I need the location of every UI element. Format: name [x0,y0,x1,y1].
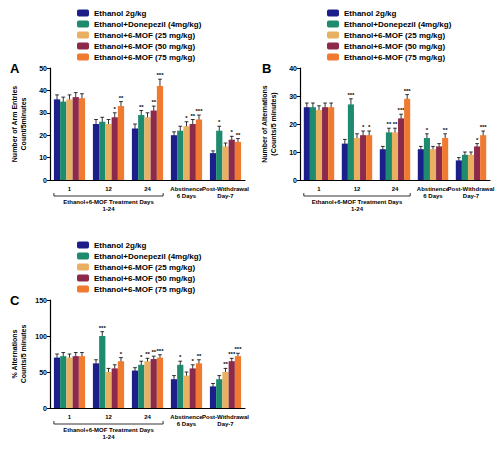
svg-text:Post-Withdrawal: Post-Withdrawal [202,186,249,192]
svg-text:1: 1 [68,414,72,420]
svg-text:***: *** [234,346,242,352]
svg-text:100: 100 [35,333,47,340]
svg-text:0: 0 [43,405,47,412]
svg-text:*: * [218,119,221,125]
svg-text:% Alternations: % Alternations [11,330,18,379]
svg-text:Number of Arm Entries: Number of Arm Entries [11,86,18,162]
svg-text:150: 150 [35,297,47,304]
svg-text:*: * [185,115,188,121]
svg-text:Post-Withdrawal: Post-Withdrawal [202,414,249,420]
svg-text:Ethanol+6-MOF Treatment Days: Ethanol+6-MOF Treatment Days [63,427,154,433]
svg-text:**: ** [443,127,448,133]
svg-text:12: 12 [105,186,112,192]
svg-text:*: * [140,354,143,360]
svg-text:12: 12 [105,414,112,420]
svg-text:***: *** [156,72,164,78]
svg-text:Ethanol+6-MOF (75 mg/kg): Ethanol+6-MOF (75 mg/kg) [94,53,195,62]
svg-text:***: *** [398,107,406,113]
svg-text:***: *** [156,348,164,354]
svg-text:24: 24 [144,186,151,192]
svg-text:*: * [368,124,371,130]
svg-text:Abstinence: Abstinence [417,186,450,192]
svg-text:Ethanol 2g/kg: Ethanol 2g/kg [94,9,147,18]
svg-text:Day-7: Day-7 [217,421,234,427]
svg-text:12: 12 [354,186,361,192]
svg-text:24: 24 [144,414,151,420]
svg-text:Ethanol+Donepezil (4mg/kg): Ethanol+Donepezil (4mg/kg) [94,252,202,261]
svg-text:0: 0 [293,177,297,184]
svg-text:**: ** [393,121,398,127]
svg-text:**: ** [223,361,228,367]
svg-text:Ethanol+6-MOF (75 mg/kg): Ethanol+6-MOF (75 mg/kg) [94,285,195,294]
svg-text:**: ** [387,121,392,127]
svg-text:Ethanol+6-MOF (25 mg/kg): Ethanol+6-MOF (25 mg/kg) [94,31,195,40]
svg-text:6 Days: 6 Days [177,421,197,427]
svg-text:6 Days: 6 Days [177,193,197,199]
svg-text:20: 20 [39,132,47,139]
svg-text:1: 1 [68,186,72,192]
svg-text:**: ** [236,132,241,138]
svg-text:B: B [262,61,271,76]
svg-text:Count/5minutes: Count/5minutes [20,97,27,150]
svg-text:24: 24 [392,186,399,192]
svg-text:30: 30 [289,93,297,100]
svg-text:**: ** [151,99,156,105]
svg-text:Post-Withdrawal: Post-Withdrawal [448,186,495,192]
svg-text:Ethanol+Donepezil (4mg/kg): Ethanol+Donepezil (4mg/kg) [94,20,202,29]
svg-text:1-24: 1-24 [102,206,115,212]
svg-text:6 Days: 6 Days [423,193,443,199]
svg-text:***: *** [404,88,412,94]
svg-text:*: * [476,137,479,143]
svg-text:A: A [10,61,20,76]
svg-text:1: 1 [317,186,321,192]
svg-text:C: C [10,293,20,308]
svg-text:10: 10 [289,149,297,156]
svg-text:10: 10 [39,154,47,161]
svg-text:20: 20 [289,121,297,128]
svg-text:*: * [362,124,365,130]
svg-text:1-24: 1-24 [102,434,115,440]
svg-text:Number of Alternations: Number of Alternations [261,85,268,163]
svg-text:Ethanol+6-MOF (75 mg/kg): Ethanol+6-MOF (75 mg/kg) [344,53,445,62]
svg-text:Ethanol+6-MOF Treatment Days: Ethanol+6-MOF Treatment Days [63,199,154,205]
svg-text:(Counts/5 minutes): (Counts/5 minutes) [270,92,278,155]
svg-text:Abstinence: Abstinence [170,186,203,192]
svg-text:*: * [426,127,429,133]
svg-text:Day-7: Day-7 [463,193,480,199]
svg-text:***: *** [480,124,488,130]
svg-text:***: *** [195,108,203,114]
svg-text:**: ** [119,95,124,101]
svg-text:Ethanol+6-MOF (50 mg/kg): Ethanol+6-MOF (50 mg/kg) [344,42,445,51]
svg-text:50: 50 [39,65,47,72]
svg-text:Ethanol 2g/kg: Ethanol 2g/kg [94,241,147,250]
svg-text:Day-7: Day-7 [217,193,234,199]
svg-text:40: 40 [39,87,47,94]
svg-text:***: *** [347,92,355,98]
svg-text:*: * [120,351,123,357]
svg-text:*: * [192,358,195,364]
svg-text:Ethanol+6-MOF (25 mg/kg): Ethanol+6-MOF (25 mg/kg) [344,31,445,40]
svg-text:Ethanol+6-MOF (25 mg/kg): Ethanol+6-MOF (25 mg/kg) [94,263,195,272]
svg-text:40: 40 [289,65,297,72]
svg-text:30: 30 [39,109,47,116]
svg-text:1-24: 1-24 [351,206,364,212]
svg-text:Ethanol+6-MOF (50 mg/kg): Ethanol+6-MOF (50 mg/kg) [94,42,195,51]
svg-text:***: *** [99,325,107,331]
svg-text:Ethanol+6-MOF (50 mg/kg): Ethanol+6-MOF (50 mg/kg) [94,274,195,283]
svg-text:50: 50 [39,369,47,376]
svg-text:*: * [231,129,234,135]
svg-text:Ethanol+Donepezil (4mg/kg): Ethanol+Donepezil (4mg/kg) [344,20,452,29]
svg-text:Counts/5 minutes: Counts/5 minutes [20,325,27,384]
svg-text:**: ** [145,351,150,357]
svg-text:*: * [114,106,117,112]
svg-text:0: 0 [43,177,47,184]
svg-text:Ethanol 2g/kg: Ethanol 2g/kg [344,9,397,18]
svg-text:**: ** [139,104,144,110]
svg-text:Abstinence: Abstinence [170,414,203,420]
svg-text:Ethanol+6-MOF Treatment Days: Ethanol+6-MOF Treatment Days [312,199,403,205]
svg-text:**: ** [197,353,202,359]
svg-text:*: * [179,354,182,360]
